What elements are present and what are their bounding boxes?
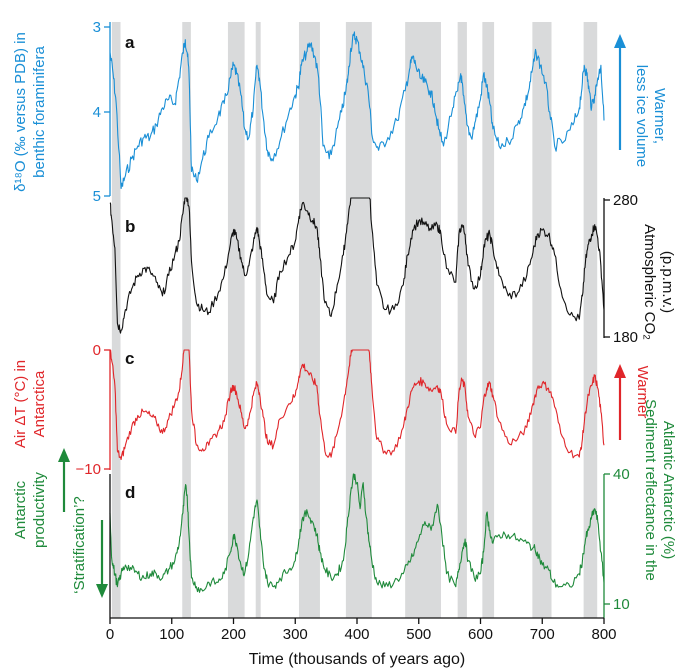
ylabel-b-line1: Atmospheric CO₂ — [641, 224, 658, 340]
ylabel-c-line2: Antarctica — [31, 370, 48, 437]
ylabel-d-line2: Atlantic Antarctic (%) — [660, 421, 677, 559]
arrow-a-head — [614, 34, 626, 48]
arrow-d-up-head — [58, 448, 70, 462]
x-tick-label-0: 0 — [106, 626, 114, 643]
ylabel-c-line1: Air ΔT (°C) in — [12, 360, 29, 448]
annotation-a-line2: less ice volume — [633, 65, 650, 168]
panel-label-b: b — [125, 217, 135, 236]
interglacial-bands — [111, 22, 598, 618]
x-tick-label-6: 600 — [468, 626, 493, 643]
y-tick-label-b-0: 280 — [613, 192, 638, 209]
interglacial-band-11 — [583, 22, 598, 618]
panel-label-c: c — [125, 349, 134, 368]
y-tick-label-c-0: 0 — [93, 342, 101, 359]
annotation-a-line1: Warmer, — [651, 88, 668, 144]
interglacial-band-6 — [345, 22, 372, 618]
productivity-label-line1: Antarctic — [12, 480, 29, 539]
productivity-label-line2: productivity — [31, 472, 48, 548]
x-tick-label-3: 300 — [283, 626, 308, 643]
y-tick-label-c-1: −10 — [76, 461, 101, 478]
x-tick-label-1: 100 — [159, 626, 184, 643]
panel-label-d: d — [125, 483, 135, 502]
y-tick-label-b-1: 180 — [613, 329, 638, 346]
interglacial-band-5 — [298, 22, 320, 618]
series-layer — [109, 31, 605, 593]
stratification-label: ‘Stratification’? — [71, 496, 88, 594]
x-tick-label-5: 500 — [406, 626, 431, 643]
ylabel-d-line1: Sediment reflectance in the — [642, 399, 659, 581]
y-tick-label-a-2: 5 — [93, 188, 101, 205]
x-tick-label-2: 200 — [221, 626, 246, 643]
y-tick-label-d-1: 10 — [613, 596, 630, 613]
y-tick-label-a-1: 4 — [93, 104, 101, 121]
x-tick-label-7: 700 — [530, 626, 555, 643]
interglacial-band-9 — [482, 22, 495, 618]
interglacial-band-3 — [227, 22, 245, 618]
arrow-c-head — [614, 364, 626, 378]
panel-label-a: a — [125, 33, 135, 52]
interglacial-band-10 — [532, 22, 552, 618]
x-tick-label-4: 400 — [344, 626, 369, 643]
series-line-a — [109, 31, 605, 190]
x-tick-label-8: 800 — [591, 626, 616, 643]
series-line-d — [109, 473, 605, 593]
interglacial-band-7 — [405, 22, 441, 618]
y-tick-label-a-0: 3 — [93, 19, 101, 36]
x-axis-title: Time (thousands of years ago) — [249, 651, 465, 668]
arrow-d-down-head — [96, 584, 108, 598]
ylabel-a-line1: δ¹⁸O (‰ versus PDB) in — [12, 32, 29, 192]
interglacial-band-2 — [182, 22, 191, 618]
ylabel-a-line2: benthic foraminifera — [31, 45, 48, 177]
annotation-c: Warmer — [634, 366, 651, 419]
interglacial-band-8 — [457, 22, 467, 618]
ylabel-b-line2: (p.p.m.v.) — [659, 251, 676, 313]
interglacial-band-4 — [255, 22, 261, 618]
y-tick-label-d-0: 40 — [613, 466, 630, 483]
series-line-c — [109, 349, 605, 461]
interglacial-band-1 — [111, 22, 121, 618]
series-line-b — [109, 197, 605, 334]
